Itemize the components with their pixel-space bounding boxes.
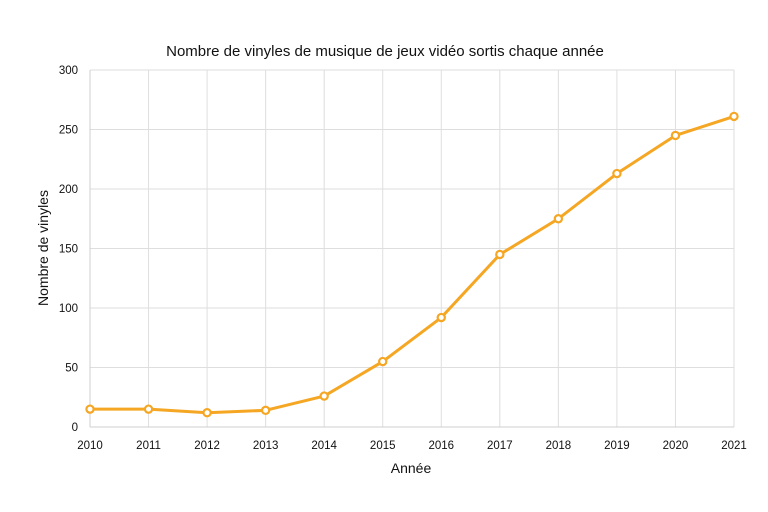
data-point	[143, 404, 154, 414]
data-point	[202, 408, 212, 418]
y-tick-label: 200	[59, 184, 78, 196]
x-tick-label: 2014	[311, 440, 337, 452]
data-point	[553, 214, 564, 224]
x-tick-label: 2013	[253, 440, 279, 452]
data-point	[612, 168, 622, 179]
x-axis-title: Année	[391, 460, 432, 476]
y-tick-label: 0	[72, 422, 78, 434]
x-tick-label: 2019	[604, 440, 630, 452]
data-point	[85, 404, 95, 414]
data-point	[436, 312, 446, 323]
series-line	[88, 114, 736, 415]
chart-title: Nombre de vinyles de musique de jeux vid…	[166, 43, 604, 60]
grid	[89, 69, 735, 428]
x-tick-label: 2011	[136, 440, 161, 452]
y-tick-label: 150	[59, 244, 78, 256]
y-tick-labels: 0 50 100 150 200 250 300	[59, 65, 78, 434]
axes	[89, 70, 734, 428]
data-point	[378, 356, 388, 367]
y-tick-label: 300	[59, 65, 78, 77]
y-tick-label: 250	[59, 125, 78, 137]
data-point	[260, 405, 271, 416]
x-tick-label: 2010	[77, 440, 103, 452]
y-tick-label: 100	[59, 303, 78, 315]
x-tick-label: 2017	[487, 440, 513, 452]
y-axis-title: Nombre de vinyles	[35, 190, 51, 306]
x-tick-label: 2018	[546, 440, 572, 452]
x-tick-label: 2021	[721, 440, 747, 452]
data-point	[729, 111, 739, 122]
y-tick-label: 50	[65, 363, 78, 375]
x-tick-label: 2016	[428, 440, 454, 452]
data-point	[670, 130, 681, 141]
x-tick-label: 2015	[370, 440, 396, 452]
data-point	[495, 249, 505, 260]
data-point	[319, 391, 329, 401]
x-tick-label: 2020	[663, 440, 689, 452]
series	[85, 111, 739, 418]
x-tick-labels: 2010 2011 2012 2013 2014 2015 2016 2017 2018 2019…	[77, 440, 747, 452]
x-tick-label: 2012	[194, 440, 220, 452]
